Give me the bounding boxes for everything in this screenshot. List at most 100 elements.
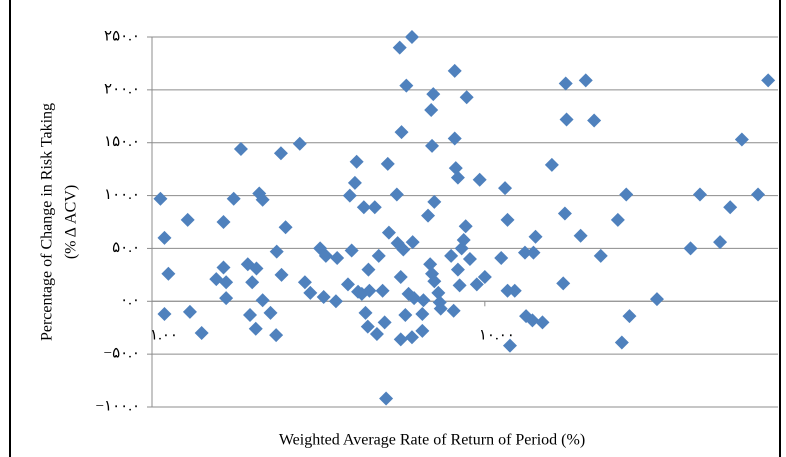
point [303, 285, 318, 300]
point [456, 232, 471, 247]
point [535, 315, 550, 330]
point [381, 225, 396, 240]
point [404, 330, 419, 345]
point [416, 293, 431, 308]
point [362, 283, 377, 298]
point [622, 309, 637, 324]
point [423, 257, 438, 272]
point [593, 248, 608, 263]
point [526, 245, 541, 260]
point [226, 191, 241, 206]
point [544, 157, 559, 172]
point [415, 323, 430, 338]
point [424, 102, 439, 117]
point [375, 283, 390, 298]
point [278, 220, 293, 235]
point [347, 175, 362, 190]
point [358, 305, 373, 320]
x-tick-label: ۱۰.۰۰ [479, 328, 515, 344]
point [161, 266, 176, 281]
y-axis-title: Percentage of Change in Risk Taking [39, 103, 56, 341]
point [393, 269, 408, 284]
point [448, 161, 463, 176]
point [379, 391, 394, 406]
y-tick-label: −۵۰.۰ [104, 346, 140, 362]
point [157, 230, 172, 245]
point [369, 327, 384, 342]
point [517, 245, 532, 260]
y-tick-label: −۱۰۰.۰ [96, 398, 140, 414]
point [447, 131, 462, 146]
point [427, 274, 442, 289]
point [245, 275, 260, 290]
point [377, 315, 392, 330]
point [393, 332, 408, 347]
point [349, 154, 364, 169]
point [556, 276, 571, 291]
point [255, 192, 270, 207]
point [619, 187, 634, 202]
point [502, 338, 517, 353]
point [692, 187, 707, 202]
point [249, 261, 264, 276]
point [444, 248, 459, 263]
point [415, 306, 430, 321]
point [180, 212, 195, 227]
point [404, 30, 419, 44]
point [421, 208, 436, 223]
point [269, 244, 284, 259]
point [318, 248, 333, 263]
point [751, 187, 766, 202]
point [243, 308, 258, 323]
point [274, 267, 289, 282]
point [399, 78, 414, 93]
point [477, 269, 492, 284]
y-tick-label: ۵۰.۰ [112, 240, 140, 256]
point [389, 187, 404, 202]
point [292, 136, 307, 151]
point [153, 191, 168, 206]
point [559, 112, 574, 127]
point [328, 294, 343, 309]
point [459, 90, 474, 105]
point [649, 292, 664, 307]
point [340, 277, 355, 292]
point [462, 252, 477, 266]
point [427, 194, 442, 209]
point [392, 40, 407, 55]
point [219, 275, 234, 290]
point [614, 335, 629, 350]
point [394, 125, 409, 140]
y-axis-title: (% Δ ACV) [63, 185, 80, 259]
point [500, 283, 515, 298]
point [525, 313, 540, 328]
point [500, 212, 515, 227]
point [683, 241, 698, 256]
y-tick-label: ۲۵۰.۰ [104, 28, 140, 44]
point [433, 301, 448, 316]
point [396, 242, 411, 257]
point [380, 156, 395, 171]
point [469, 277, 484, 292]
point [452, 278, 467, 293]
point [182, 304, 197, 319]
point [361, 262, 376, 277]
point [157, 306, 172, 321]
point [360, 319, 375, 334]
point [587, 113, 602, 128]
point [273, 146, 288, 161]
point [507, 283, 522, 298]
y-tick-label: ۱۰۰.۰ [104, 187, 140, 203]
point [472, 172, 487, 187]
point [297, 275, 312, 290]
y-tick-label: ۰.۰ [120, 293, 140, 309]
x-axis-title: Weighted Average Rate of Return of Perio… [279, 432, 585, 449]
point [398, 308, 413, 323]
point [216, 260, 231, 275]
point [330, 250, 345, 265]
point [219, 291, 234, 306]
point [316, 290, 331, 305]
point [342, 188, 357, 203]
point [734, 132, 749, 147]
point [557, 206, 572, 221]
